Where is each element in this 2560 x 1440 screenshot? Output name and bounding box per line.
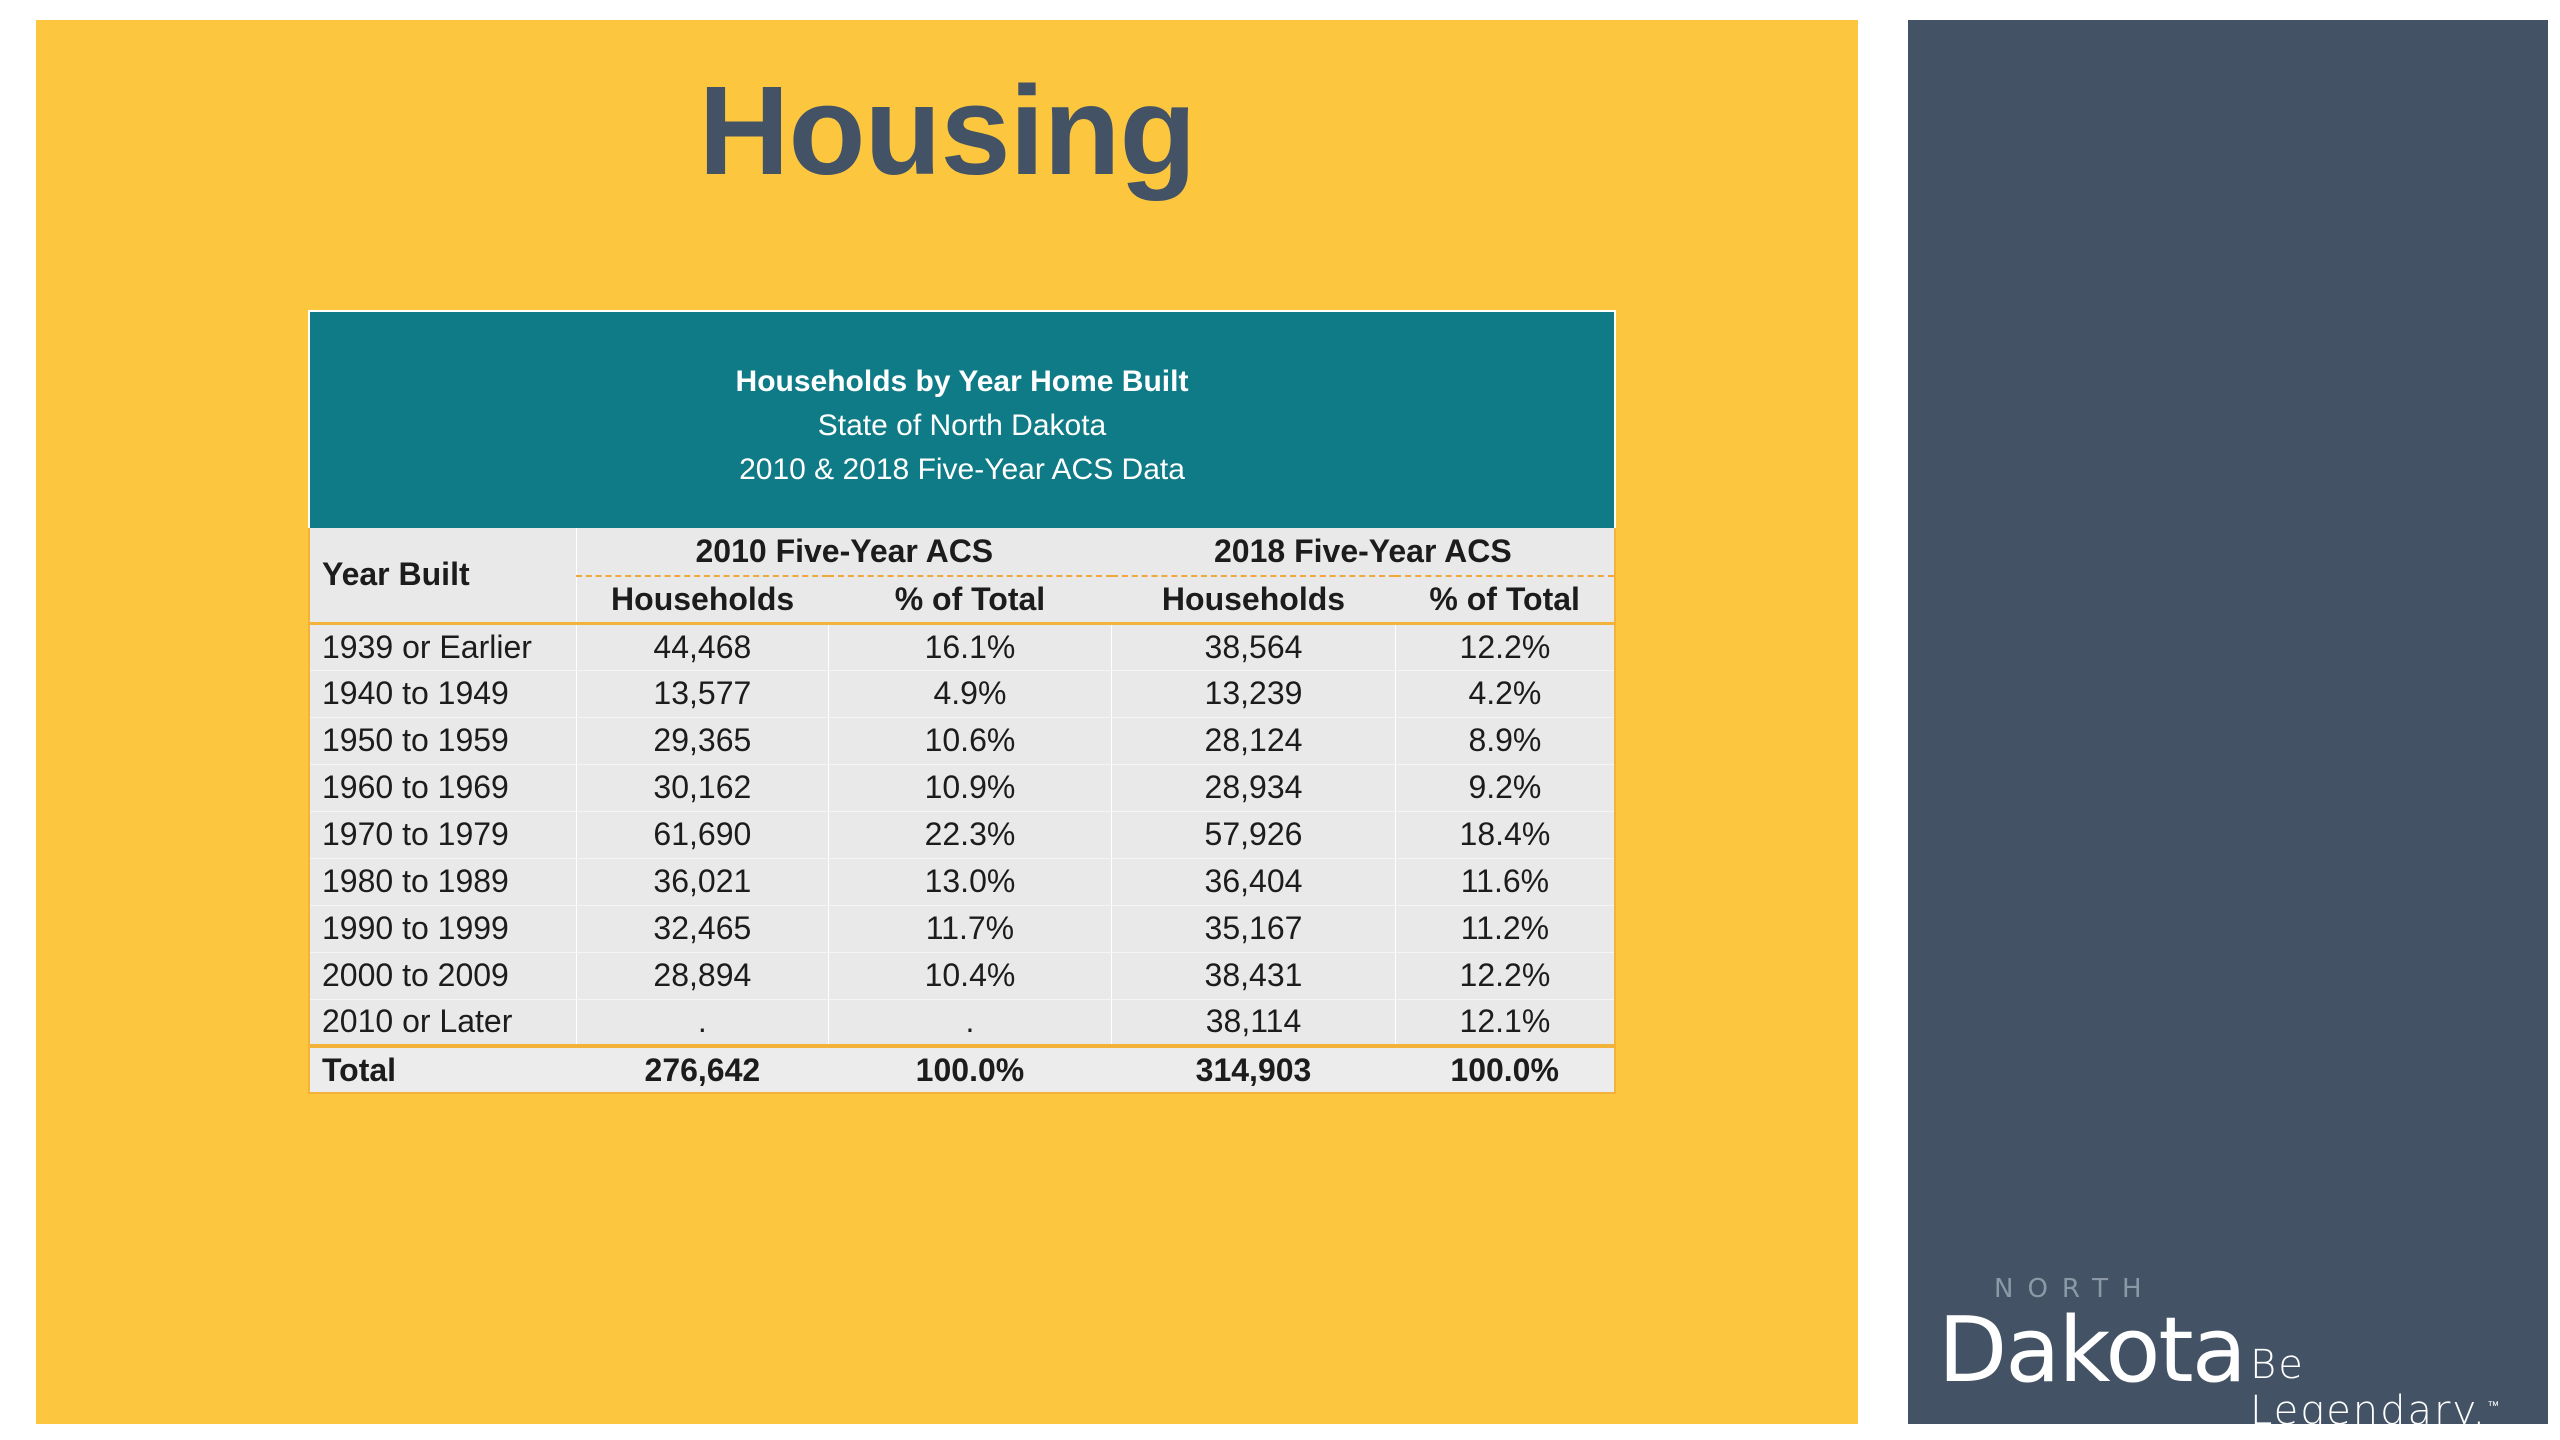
table-row: 2010 or Later.. 38,114 12.1% — [309, 999, 1615, 1047]
row-percent-2010: 22.3% — [827, 811, 1112, 859]
row-households-2018: 38,564 — [1111, 623, 1396, 671]
table-row: 1970 to 1979 61,690 22.3% 57,926 18.4% — [309, 811, 1615, 859]
row-percent-2010: 10.4% — [827, 952, 1112, 1000]
row-year-label: 1990 to 1999 — [309, 905, 577, 953]
row-percent-2018: 4.2% — [1394, 670, 1615, 718]
table-row: 2000 to 2009 28,894 10.4% 38,431 12.2% — [309, 952, 1615, 1000]
col-header-households-2010: Households — [576, 576, 829, 625]
table-body: 1939 or Earlier 44,468 16.1% 38,564 12.2% 194… — [309, 623, 1615, 1047]
row-households-2010: 29,365 — [575, 717, 829, 765]
row-percent-2018: 18.4% — [1394, 811, 1615, 859]
row-households-2018: 36,404 — [1111, 858, 1396, 906]
table-title: Households by Year Home Built — [735, 365, 1189, 398]
row-percent-2010: 10.9% — [827, 764, 1112, 812]
row-percent-2010: 13.0% — [827, 858, 1112, 906]
row-percent-2018: 11.6% — [1394, 858, 1615, 906]
col-header-percent-2010: % of Total — [828, 576, 1112, 625]
group-header-2018: 2018 Five-Year ACS — [1111, 528, 1615, 577]
side-panel — [1908, 20, 2548, 1424]
slide-title: Housing — [698, 60, 1197, 201]
slide-content-area: Housing Households by Year Home Built St… — [36, 20, 1858, 1424]
row-percent-2018: 11.2% — [1394, 905, 1615, 953]
row-percent-2010: 11.7% — [827, 905, 1112, 953]
row-year-label: 2010 or Later — [309, 999, 577, 1047]
row-households-2018: 28,124 — [1111, 717, 1396, 765]
total-label: Total — [309, 1044, 577, 1093]
row-year-label: 1980 to 1989 — [309, 858, 577, 906]
row-percent-2010: 4.9% — [827, 670, 1112, 718]
col-header-households-2018: Households — [1111, 576, 1396, 625]
row-year-label: 1939 or Earlier — [309, 623, 577, 671]
row-households-2018: 57,926 — [1111, 811, 1396, 859]
row-year-label: 1970 to 1979 — [309, 811, 577, 859]
table-row: 1939 or Earlier 44,468 16.1% 38,564 12.2% — [309, 623, 1615, 671]
row-percent-2010: 10.6% — [827, 717, 1112, 765]
total-percent-2018: 100.0% — [1395, 1044, 1615, 1093]
row-year-label: 2000 to 2009 — [309, 952, 577, 1000]
table-row: 1940 to 1949 13,577 4.9% 13,239 4.2% — [309, 670, 1615, 718]
row-percent-2010: 16.1% — [827, 623, 1112, 671]
row-percent-2018: 12.2% — [1394, 952, 1615, 1000]
year-built-header: Year Built — [309, 528, 577, 625]
logo-dakota-text: Dakota — [1938, 1298, 2247, 1403]
row-year-label: 1950 to 1959 — [309, 717, 577, 765]
logo-tagline: Be Legendary.™ — [2250, 1342, 2538, 1434]
row-households-2010: 36,021 — [575, 858, 829, 906]
col-header-percent-2018: % of Total — [1395, 576, 1615, 625]
row-households-2010: 61,690 — [575, 811, 829, 859]
row-households-2010: . — [575, 999, 829, 1047]
table-source-line: 2010 & 2018 Five-Year ACS Data — [739, 453, 1185, 486]
logo-trademark: ™ — [2487, 1398, 2502, 1413]
total-households-2018: 314,903 — [1111, 1044, 1396, 1093]
row-year-label: 1940 to 1949 — [309, 670, 577, 718]
row-percent-2018: 12.1% — [1394, 999, 1615, 1047]
row-households-2010: 32,465 — [575, 905, 829, 953]
row-households-2018: 38,114 — [1111, 999, 1396, 1047]
north-dakota-logo: NORTH Dakota Be Legendary.™ — [1938, 1268, 2538, 1434]
table-row: 1960 to 1969 30,162 10.9% 28,934 9.2% — [309, 764, 1615, 812]
row-households-2010: 28,894 — [575, 952, 829, 1000]
logo-north-text: NORTH — [1994, 1274, 2156, 1304]
row-households-2018: 13,239 — [1111, 670, 1396, 718]
total-percent-2010: 100.0% — [828, 1044, 1112, 1093]
row-percent-2018: 12.2% — [1394, 623, 1615, 671]
row-households-2018: 28,934 — [1111, 764, 1396, 812]
row-percent-2010: . — [827, 999, 1112, 1047]
row-percent-2018: 9.2% — [1394, 764, 1615, 812]
households-table: Households by Year Home Built State of N… — [308, 310, 1616, 1094]
table-caption: Households by Year Home Built State of N… — [308, 310, 1616, 528]
total-row: Total 276,642 100.0% 314,903 100.0% — [309, 1044, 1615, 1093]
total-households-2010: 276,642 — [576, 1044, 829, 1093]
row-households-2010: 44,468 — [575, 623, 829, 671]
row-percent-2018: 8.9% — [1394, 717, 1615, 765]
table-row: 1950 to 1959 29,365 10.6% 28,124 8.9% — [309, 717, 1615, 765]
table-subtitle: State of North Dakota — [817, 409, 1107, 442]
group-header-2010: 2010 Five-Year ACS — [576, 528, 1112, 577]
logo-tagline-text: Be Legendary. — [2250, 1342, 2488, 1434]
row-households-2010: 30,162 — [575, 764, 829, 812]
row-households-2018: 35,167 — [1111, 905, 1396, 953]
data-table: Year Built 2010 Five-Year ACS 2018 Five-… — [308, 528, 1616, 1094]
row-households-2010: 13,577 — [575, 670, 829, 718]
table-row: 1990 to 1999 32,465 11.7% 35,167 11.2% — [309, 905, 1615, 953]
row-households-2018: 38,431 — [1111, 952, 1396, 1000]
row-year-label: 1960 to 1969 — [309, 764, 577, 812]
table-row: 1980 to 1989 36,021 13.0% 36,404 11.6% — [309, 858, 1615, 906]
